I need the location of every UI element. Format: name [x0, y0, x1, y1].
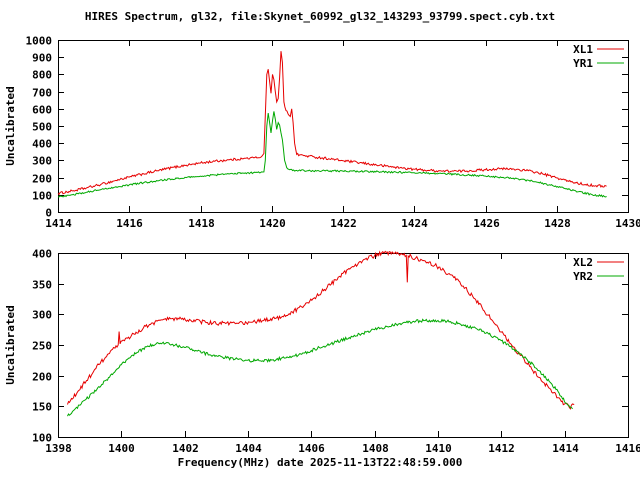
x-tick-label: 1424 [401, 217, 428, 230]
x-axis-label: Frequency(MHz) date 2025-11-13T22:48:59.… [177, 456, 463, 469]
y-tick-label: 200 [32, 173, 52, 186]
legend-label-YR2: YR2 [573, 270, 593, 283]
legend-label-XL2: XL2 [573, 256, 593, 269]
x-tick-label: 1418 [188, 217, 215, 230]
series-XL2-line [67, 250, 575, 410]
y-tick-label: 1000 [26, 35, 53, 48]
series-YR2-line [67, 318, 573, 417]
y-tick-label: 100 [32, 432, 52, 445]
y-tick-label: 0 [45, 207, 52, 220]
y-tick-label: 800 [32, 69, 52, 82]
y-tick-label: 150 [32, 401, 52, 414]
x-tick-label: 1404 [235, 442, 262, 455]
x-tick-label: 1422 [330, 217, 357, 230]
x-tick-label: 1398 [45, 442, 72, 455]
y-axis-label: Uncalibrated [4, 305, 17, 384]
y-tick-label: 900 [32, 52, 52, 65]
y-tick-label: 700 [32, 87, 52, 100]
x-tick-label: 1420 [259, 217, 286, 230]
x-tick-label: 1402 [172, 442, 199, 455]
legend-label-YR1: YR1 [573, 57, 593, 70]
series-XL1-line [57, 51, 607, 196]
y-axis-label: Uncalibrated [4, 86, 17, 165]
y-tick-label: 400 [32, 138, 52, 151]
x-tick-label: 1408 [362, 442, 389, 455]
y-tick-label: 600 [32, 104, 52, 117]
x-tick-label: 1430 [615, 217, 640, 230]
x-tick-label: 1412 [488, 442, 515, 455]
x-tick-label: 1416 [116, 217, 143, 230]
series-YR1-line [57, 111, 607, 198]
y-tick-label: 200 [32, 371, 52, 384]
x-tick-label: 1406 [298, 442, 325, 455]
x-tick-label: 1428 [544, 217, 571, 230]
x-tick-label: 1416 [615, 442, 640, 455]
x-tick-label: 1410 [425, 442, 452, 455]
y-tick-label: 300 [32, 309, 52, 322]
y-tick-label: 500 [32, 121, 52, 134]
legend-label-XL1: XL1 [573, 43, 593, 56]
y-tick-label: 350 [32, 279, 52, 292]
plot-border [58, 253, 629, 438]
plot-border [58, 40, 629, 213]
x-tick-label: 1426 [473, 217, 500, 230]
y-tick-label: 250 [32, 340, 52, 353]
figure-title: HIRES Spectrum, gl32, file:Skynet_60992_… [84, 10, 556, 23]
x-tick-label: 1414 [45, 217, 72, 230]
y-tick-label: 300 [32, 155, 52, 168]
x-tick-label: 1400 [108, 442, 135, 455]
x-tick-label: 1414 [552, 442, 579, 455]
y-tick-label: 100 [32, 190, 52, 203]
y-tick-label: 400 [32, 248, 52, 261]
